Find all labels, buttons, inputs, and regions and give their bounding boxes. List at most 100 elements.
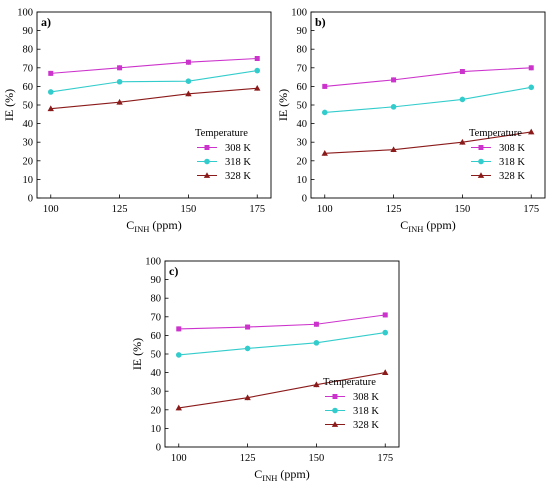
y-tick-label: 50 <box>297 101 308 112</box>
legend-label: 318 K <box>499 157 525 168</box>
data-point <box>459 138 466 145</box>
series-line-318k <box>178 332 386 356</box>
legend-marker <box>204 145 210 150</box>
y-tick-label: 30 <box>297 138 308 149</box>
x-tick-label: 125 <box>240 453 256 464</box>
legend-title: Temperature <box>195 128 248 139</box>
data-point <box>254 84 261 91</box>
legend-label: 308 K <box>353 392 379 403</box>
x-axis-label-subscript: INH <box>408 224 423 234</box>
data-point <box>47 89 54 95</box>
x-axis-label: CINH (ppm) <box>254 467 309 483</box>
y-tick-label: 100 <box>291 8 307 19</box>
y-tick-label: 10 <box>297 175 308 186</box>
y-tick-label: 20 <box>297 156 308 167</box>
x-axis-label: CINH (ppm) <box>126 218 181 234</box>
legend-marker <box>331 421 339 427</box>
data-point <box>244 345 251 352</box>
data-point <box>313 321 319 327</box>
legend-marker <box>204 158 210 165</box>
legend-marker <box>477 172 485 178</box>
data-point <box>117 65 123 71</box>
series-line-308k <box>50 57 258 74</box>
x-tick-label: 100 <box>317 204 333 215</box>
chart-panel-3: 0 10 20 30 40 50 60 70 80 90 100 100 125 150 175 c) IE (… <box>130 257 400 483</box>
chart-panel-1: 0 10 20 30 40 50 60 70 80 90 100 100 125 150 175 a) IE (… <box>2 8 272 234</box>
y-tick-label: 60 <box>151 331 162 342</box>
x-tick-label: 100 <box>171 453 187 464</box>
y-tick-label: 40 <box>23 119 34 130</box>
y-tick-label: 10 <box>151 424 162 435</box>
y-tick-label: 50 <box>23 101 34 112</box>
series-line-328k <box>50 87 258 110</box>
y-tick-label: 50 <box>151 350 162 361</box>
y-tick-label: 0 <box>302 194 307 205</box>
y-tick-label: 100 <box>17 8 33 19</box>
legend-label: 308 K <box>225 143 251 154</box>
panel-label: b) <box>315 15 326 29</box>
x-tick-label: 175 <box>523 204 539 215</box>
x-tick-label: 175 <box>249 204 265 215</box>
y-tick-label: 80 <box>151 294 162 305</box>
data-point <box>47 105 54 112</box>
y-tick-label: 0 <box>28 194 33 205</box>
x-axis-label-unit: (ppm) <box>149 218 181 232</box>
y-tick-label: 60 <box>297 82 308 93</box>
y-tick-label: 20 <box>151 405 162 416</box>
legend-label: 328 K <box>225 171 251 182</box>
data-point <box>382 312 388 318</box>
legend-label: 318 K <box>353 406 379 417</box>
y-tick-label: 30 <box>23 138 34 149</box>
y-tick-label: 20 <box>23 156 34 167</box>
x-tick-label: 175 <box>377 453 393 464</box>
data-point <box>175 404 182 411</box>
y-tick-label: 80 <box>23 45 34 56</box>
series-line-308k <box>324 67 532 87</box>
x-axis-label: CINH (ppm) <box>400 218 455 234</box>
data-point <box>390 104 397 110</box>
y-tick-label: 90 <box>23 26 34 37</box>
legend-title: Temperature <box>469 128 522 139</box>
x-tick-label: 125 <box>112 204 128 215</box>
y-axis-label: IE (%) <box>2 89 16 121</box>
series-line-308k <box>178 314 386 330</box>
panel-label: a) <box>41 15 51 29</box>
y-tick-label: 70 <box>297 63 308 74</box>
data-point <box>528 65 534 71</box>
x-axis-label-main: C <box>126 218 134 232</box>
data-point <box>459 96 466 103</box>
x-axis-label-unit: (ppm) <box>423 218 455 232</box>
data-point <box>321 150 328 156</box>
data-point <box>244 394 251 401</box>
x-axis-label-main: C <box>400 218 408 232</box>
data-point <box>382 369 389 375</box>
data-point <box>391 77 397 83</box>
panel-label: c) <box>169 264 178 278</box>
data-point <box>116 98 123 105</box>
data-point <box>528 128 535 135</box>
data-point <box>116 78 123 85</box>
x-axis-label-subscript: INH <box>262 473 277 483</box>
data-point <box>185 90 192 97</box>
y-tick-label: 40 <box>151 368 162 379</box>
x-axis-label-main: C <box>254 467 262 481</box>
data-point <box>321 109 328 116</box>
legend-marker <box>478 158 484 165</box>
series-line-318k <box>324 86 532 113</box>
y-tick-label: 80 <box>297 45 308 56</box>
legend-label: 308 K <box>499 143 525 154</box>
y-tick-label: 60 <box>23 82 34 93</box>
legend-label: 328 K <box>499 171 525 182</box>
y-tick-label: 70 <box>23 63 34 74</box>
data-point <box>382 329 389 336</box>
x-tick-label: 150 <box>181 204 197 215</box>
y-tick-label: 90 <box>151 275 162 286</box>
data-point <box>254 56 260 61</box>
data-point <box>48 70 54 76</box>
legend-marker <box>478 145 484 150</box>
x-tick-label: 150 <box>309 453 325 464</box>
legend-title: Temperature <box>323 377 376 388</box>
series-line-328k <box>178 372 386 409</box>
y-tick-label: 30 <box>151 387 162 398</box>
chart-panel-2: 0 10 20 30 40 50 60 70 80 90 100 100 125 150 175 b) IE (… <box>276 8 546 234</box>
